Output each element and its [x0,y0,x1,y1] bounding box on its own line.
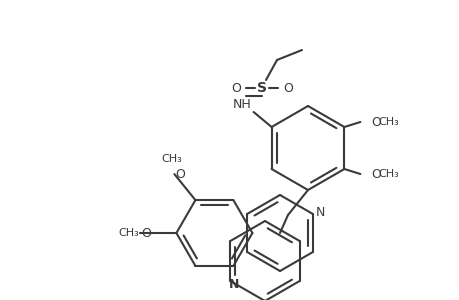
Text: N: N [315,206,325,218]
Text: O: O [282,82,292,94]
Text: O: O [141,226,151,239]
Text: O: O [230,82,241,94]
Text: CH₃: CH₃ [377,117,398,127]
Text: S: S [257,81,266,95]
Text: CH₃: CH₃ [377,169,398,179]
Text: CH₃: CH₃ [118,228,139,238]
Text: CH₃: CH₃ [161,154,181,164]
Text: N: N [229,278,239,292]
Text: O: O [175,168,185,181]
Text: NH: NH [232,98,251,110]
Text: O: O [370,167,381,181]
Text: O: O [370,116,381,128]
